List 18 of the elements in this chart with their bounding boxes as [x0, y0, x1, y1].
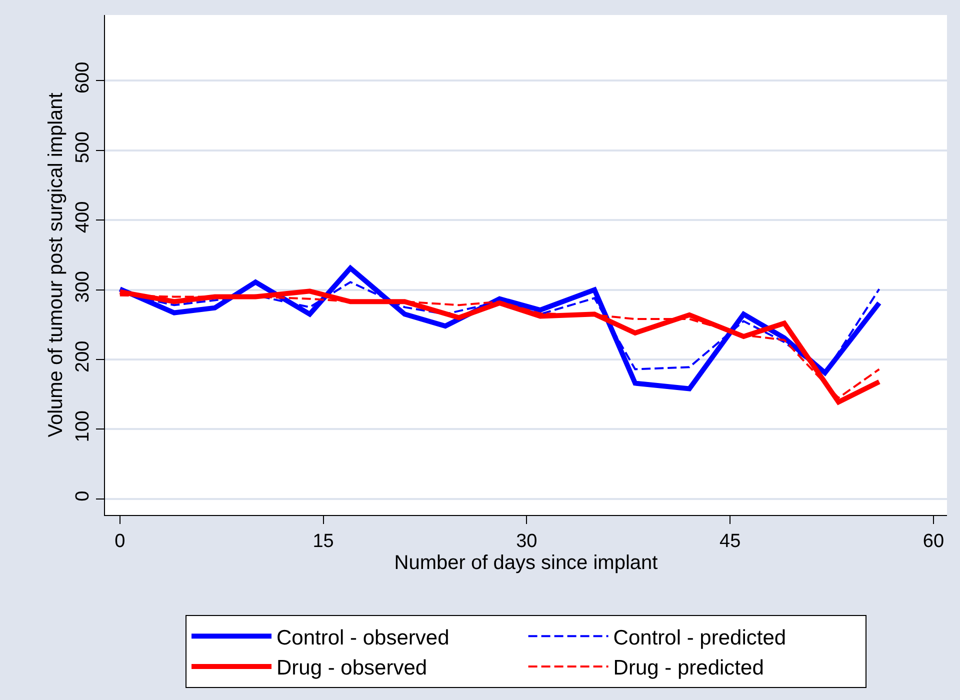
x-tick-label: 15 [312, 530, 334, 552]
legend-label: Drug - observed [276, 656, 428, 680]
x-tick-label: 60 [922, 530, 944, 552]
x-tick-label: 30 [516, 530, 538, 552]
legend-label: Control - observed [276, 626, 450, 650]
legend-label: Drug - predicted [613, 656, 764, 680]
y-axis-title: Volume of tumour post surgical implant [44, 92, 67, 438]
legend-label: Control - predicted [613, 626, 786, 650]
y-tick-label: 400 [72, 201, 94, 234]
y-tick-label: 0 [72, 490, 94, 502]
x-tick-label: 45 [719, 530, 741, 552]
x-tick-label: 0 [114, 530, 126, 552]
y-tick-label: 100 [72, 410, 94, 442]
x-axis-title: Number of days since implant [394, 552, 658, 574]
y-tick-label: 600 [72, 62, 94, 94]
y-tick-label: 200 [72, 340, 94, 372]
y-tick-label: 300 [72, 271, 94, 303]
y-tick-label: 500 [72, 132, 94, 164]
